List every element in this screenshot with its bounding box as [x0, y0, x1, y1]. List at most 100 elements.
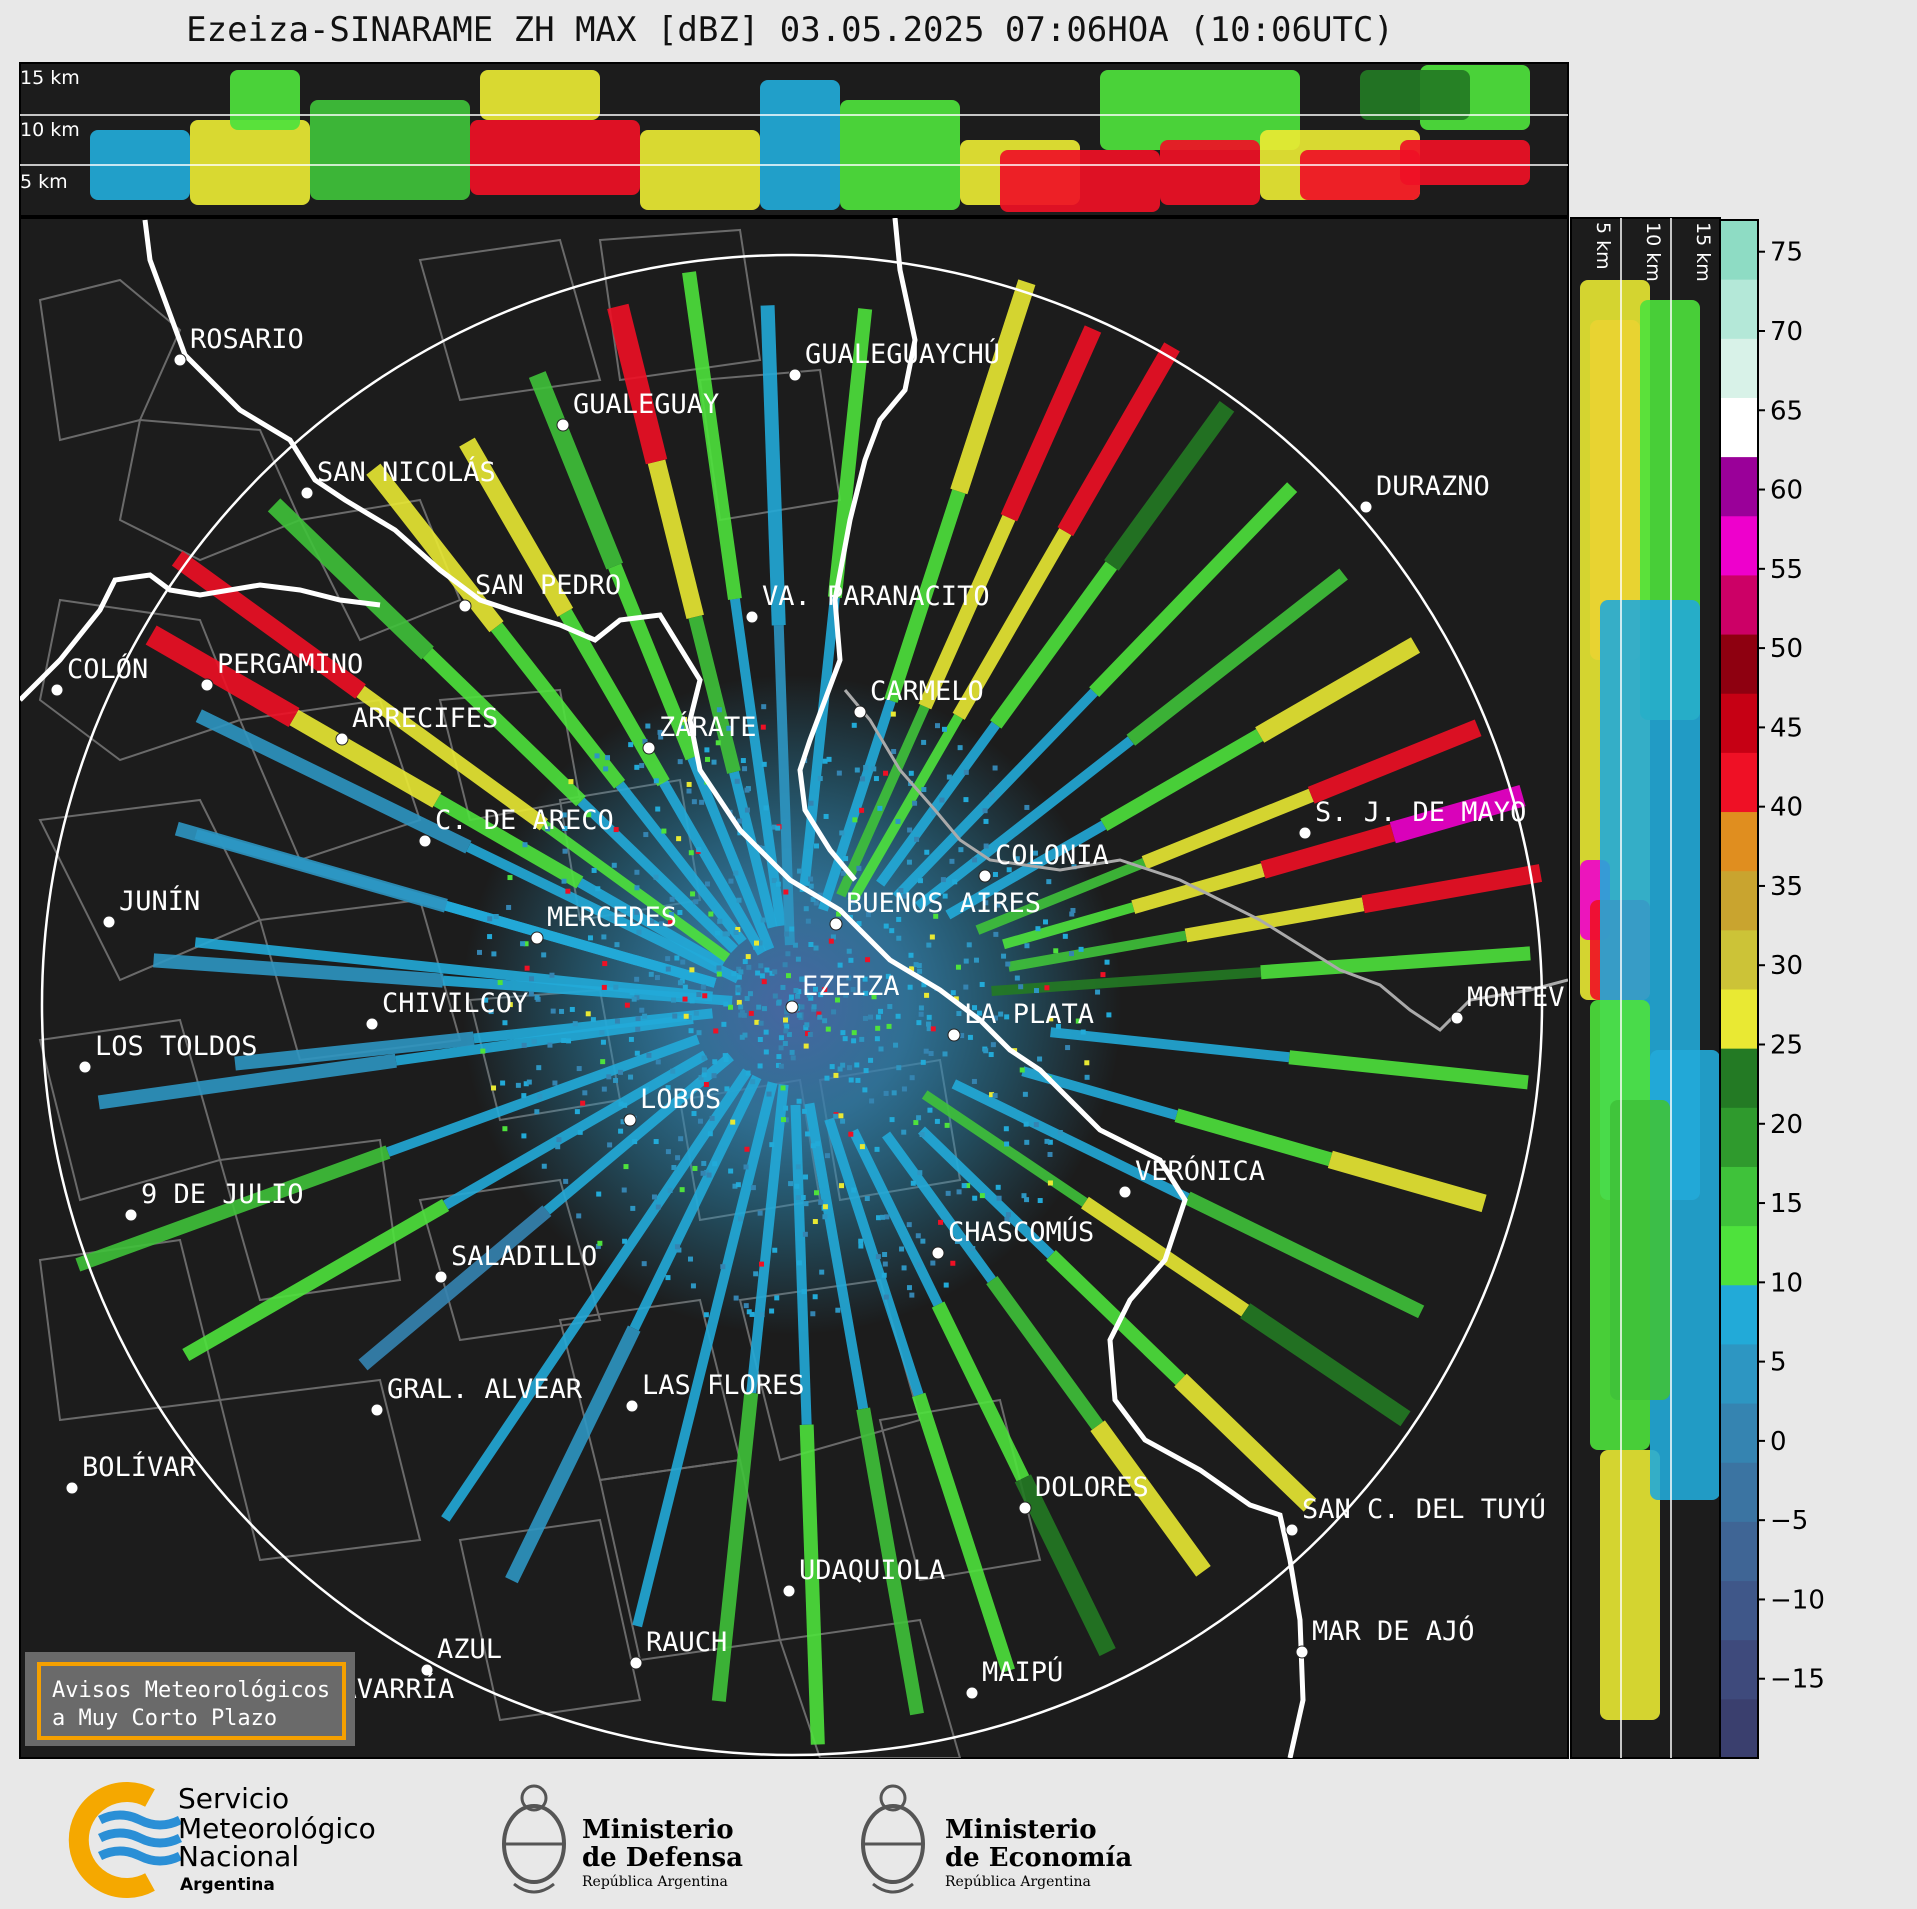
smn-line-1: Servicio [178, 1782, 289, 1815]
echo-speckle [521, 1093, 527, 1099]
echo-ray-segment [1174, 1108, 1333, 1167]
echo-speckle [887, 1004, 893, 1010]
echo-speckle [735, 990, 741, 996]
echo-speckle [766, 1091, 772, 1097]
echo-speckle [676, 836, 682, 842]
colorbar-tick-label: 45 [1770, 713, 1803, 743]
echo-speckle [793, 988, 799, 994]
city-marker: CHASCOMÚS [931, 1216, 1094, 1260]
echo-ray-segment [1260, 824, 1396, 879]
echo-speckle [843, 856, 849, 862]
echo-speckle [742, 766, 748, 772]
echo-ray-segment [182, 1198, 450, 1362]
echo-speckle [995, 902, 1001, 908]
echo-speckle [677, 980, 683, 986]
echo-speckle [963, 958, 969, 964]
echo-ray-segment [918, 1126, 1055, 1259]
echo-speckle [852, 817, 858, 823]
echo-speckle [846, 1065, 852, 1071]
echo-ray-segment [1089, 482, 1298, 697]
echo-speckle [863, 765, 869, 771]
echo-speckle [669, 896, 675, 902]
echo-speckle [500, 1080, 506, 1086]
echo-speckle [784, 1024, 790, 1030]
city-label: DURAZNO [1376, 471, 1490, 502]
echo-ray-segment [1126, 568, 1348, 746]
echo-speckle [635, 1016, 641, 1022]
echo-speckle [990, 1042, 996, 1048]
city-label: LOBOS [640, 1084, 721, 1115]
uruguay-coast [843, 689, 1568, 1032]
echo-speckle [885, 973, 891, 979]
echo-speckle [907, 827, 913, 833]
echo-speckle [808, 876, 814, 882]
echo-speckle [1033, 1122, 1039, 1128]
echo-speckle [1005, 961, 1011, 967]
echo-speckle [789, 926, 795, 932]
echo-speckle [521, 1042, 527, 1048]
echo-speckle [651, 1194, 657, 1200]
echo-speckle [760, 917, 766, 923]
city-marker: GRAL. ALVEAR [370, 1374, 583, 1417]
echo-speckle [817, 776, 823, 782]
colorbar-cell [1720, 1166, 1758, 1227]
echo-speckle [738, 1012, 744, 1018]
echo-speckle [769, 1308, 775, 1314]
echo-speckle [688, 850, 694, 856]
echo-speckle [746, 964, 752, 970]
city-marker: GUALEGUAYCHÚ [788, 338, 1000, 382]
echo-ray-segment [632, 1081, 778, 1628]
city-marker: CARMELO [853, 676, 984, 719]
echo-ray-segment [746, 1084, 789, 1394]
echo-ray-segment [356, 685, 549, 831]
echo-speckle [705, 756, 711, 762]
echo-speckle [528, 991, 534, 997]
city-marker: MERCEDES [530, 902, 677, 945]
echo-ray-segment [952, 528, 1072, 720]
top-height-profile: 15 km 10 km 5 km [19, 62, 1569, 217]
echo-ray-segment [443, 1050, 708, 1210]
echo-speckle [785, 951, 791, 957]
echo-speckle [803, 988, 809, 994]
echo-speckle [946, 774, 952, 780]
city-label: VERÓNICA [1135, 1155, 1265, 1187]
department-border [878, 1398, 1042, 1582]
echo-speckle [1018, 984, 1024, 990]
echo-speckle [601, 984, 607, 990]
echo-speckle [805, 1031, 811, 1037]
colorbar-cell [1720, 693, 1758, 753]
echo-speckle [750, 1079, 756, 1085]
echo-speckle [634, 976, 640, 982]
echo-speckle [733, 870, 739, 876]
echo-speckle [645, 723, 651, 729]
colorbar-cell [1720, 456, 1758, 517]
echo-speckle [1048, 1016, 1054, 1022]
colorbar-tick-label: 50 [1770, 634, 1803, 664]
echo-speckle [838, 1113, 844, 1119]
warning-box[interactable]: Avisos Meteorológicos a Muy Corto Plazo [25, 1652, 355, 1746]
echo-speckle [613, 984, 619, 990]
echo-speckle [886, 1023, 892, 1029]
echo-ray-segment [945, 820, 1107, 920]
echo-speckle [795, 956, 801, 962]
city-marker: 9 DE JULIO [124, 1179, 304, 1222]
echo-speckle [686, 788, 692, 794]
city-dot [434, 1270, 448, 1284]
echo-speckle [696, 847, 702, 853]
city-marker: VA. PARANACITO [745, 581, 990, 624]
echo-speckle [1078, 946, 1084, 952]
echo-speckle [915, 1233, 921, 1239]
city-dot [745, 610, 759, 624]
echo-speckle [671, 997, 677, 1003]
echo-speckle [878, 1046, 884, 1052]
colorbar-cell [1720, 1048, 1758, 1108]
echo-speckle [699, 799, 705, 805]
echo-speckle [963, 797, 969, 803]
echo-speckle [738, 1004, 744, 1010]
echo-speckle [958, 847, 964, 853]
echo-speckle [606, 1074, 612, 1080]
top-height-label-10: 10 km [20, 119, 80, 141]
echo-speckle [848, 1077, 854, 1083]
echo-speckle [783, 1028, 789, 1034]
echo-speckle [507, 1002, 513, 1008]
